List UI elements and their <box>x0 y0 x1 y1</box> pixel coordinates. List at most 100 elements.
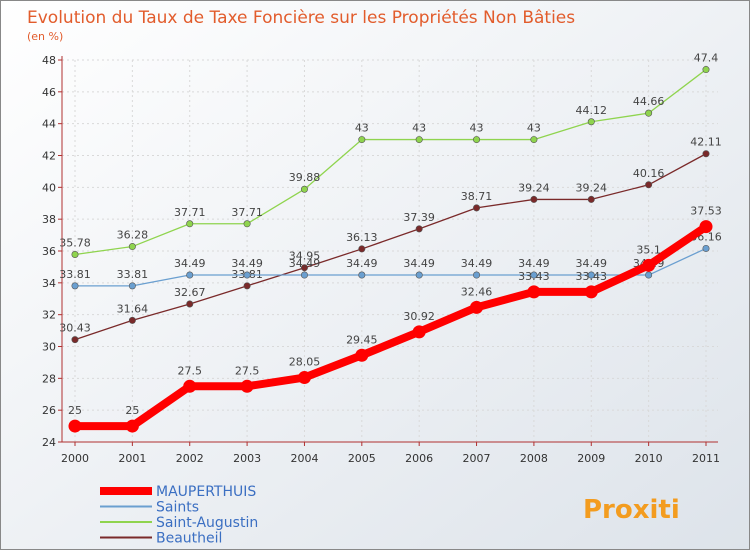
data-label: 25 <box>125 404 139 417</box>
y-tick-label: 32 <box>42 309 56 322</box>
data-label: 33.81 <box>117 268 149 281</box>
legend-label: Saints <box>156 500 199 516</box>
data-point <box>186 300 194 308</box>
data-point <box>473 136 481 144</box>
data-point <box>702 150 710 158</box>
x-tick-label: 2000 <box>61 452 89 465</box>
y-tick-label: 24 <box>42 436 56 449</box>
series-group: 30.43 31.64 32.67 33.81 34.95 36.13 37.39 38.71… <box>59 52 722 433</box>
data-label: 27.5 <box>235 364 260 377</box>
data-point <box>415 271 423 279</box>
data-label: 33.81 <box>59 268 91 281</box>
data-point <box>587 271 595 279</box>
x-tick-label: 2006 <box>405 452 433 465</box>
data-point <box>530 195 538 203</box>
x-tick-label: 2009 <box>577 452 605 465</box>
x-tick-label: 2008 <box>520 452 548 465</box>
series-line <box>74 153 707 341</box>
data-label: 31.64 <box>117 302 149 315</box>
data-point <box>186 220 194 228</box>
data-label: 30.92 <box>403 310 435 323</box>
data-label: 42.11 <box>690 136 722 149</box>
data-point <box>128 243 136 251</box>
proxiti-logo: Proxiti <box>583 495 680 525</box>
y-tick-label: 40 <box>42 181 56 194</box>
data-label: 39.88 <box>289 171 321 184</box>
data-point <box>71 282 79 290</box>
data-point <box>358 245 366 253</box>
data-label: 30.43 <box>59 322 91 335</box>
y-tick-label: 34 <box>42 277 56 290</box>
x-tick-label: 2007 <box>463 452 491 465</box>
x-tick-label: 2005 <box>348 452 376 465</box>
x-tick-label: 2003 <box>233 452 261 465</box>
data-label: 25 <box>68 404 82 417</box>
data-label: 38.71 <box>461 190 493 203</box>
data-point <box>645 109 653 117</box>
logo-text: Proxiti <box>583 495 680 525</box>
data-point <box>300 185 308 193</box>
data-point <box>297 371 311 385</box>
data-point <box>645 271 653 279</box>
data-label: 34.49 <box>231 257 263 270</box>
data-point <box>240 379 254 393</box>
data-label: 34.49 <box>289 257 321 270</box>
data-label: 34.49 <box>346 257 378 270</box>
data-point <box>243 282 251 290</box>
x-tick-label: 2002 <box>176 452 204 465</box>
data-label: 44.66 <box>633 95 665 108</box>
data-point <box>527 285 541 299</box>
data-label: 43 <box>355 122 369 135</box>
data-point <box>587 118 595 126</box>
data-point <box>300 264 308 272</box>
y-tick-label: 30 <box>42 341 56 354</box>
data-point <box>699 220 713 234</box>
x-tick-label: 2001 <box>118 452 146 465</box>
data-label: 43 <box>527 122 541 135</box>
data-label: 43 <box>470 122 484 135</box>
data-point <box>473 271 481 279</box>
data-point <box>645 181 653 189</box>
series-line <box>75 223 709 431</box>
data-point <box>584 285 598 299</box>
data-label: 34.49 <box>518 257 550 270</box>
data-point <box>68 419 82 433</box>
data-label: 35.1 <box>636 243 661 256</box>
data-label: 34.49 <box>576 257 608 270</box>
y-tick-label: 36 <box>42 245 56 258</box>
data-label: 27.5 <box>177 364 202 377</box>
data-label: 43 <box>412 122 426 135</box>
series-line <box>75 247 707 287</box>
data-point <box>412 325 426 339</box>
data-label: 33.43 <box>576 270 608 283</box>
series-saints: 33.81 33.81 34.49 34.49 34.49 34.49 34.49 34.49… <box>59 230 722 290</box>
x-tick-label: 2010 <box>635 452 663 465</box>
data-label: 34.49 <box>461 257 493 270</box>
data-point <box>358 136 366 144</box>
data-label: 37.71 <box>231 206 263 219</box>
y-tick-label: 26 <box>42 404 56 417</box>
y-tick-label: 44 <box>42 118 56 131</box>
data-point <box>530 271 538 279</box>
axes: 24 26 28 30 32 34 36 38 40 42 44 46 48 2000 2001 2002 20… <box>42 54 720 465</box>
data-label: 33.43 <box>518 270 550 283</box>
data-point <box>183 379 197 393</box>
data-label: 36.28 <box>117 229 149 242</box>
data-point <box>128 282 136 290</box>
data-label: 34.49 <box>174 257 206 270</box>
data-point <box>587 195 595 203</box>
data-point <box>415 225 423 233</box>
data-label: 36.13 <box>346 231 378 244</box>
y-tick-label: 38 <box>42 213 56 226</box>
chart-title: Evolution du Taux de Taxe Foncière sur l… <box>27 8 575 28</box>
data-point <box>358 271 366 279</box>
x-tick-label: 2004 <box>290 452 318 465</box>
series-mauperthuis: 25 25 27.5 27.5 28.05 29.45 30.92 32.46 33.43 33.… <box>68 205 722 433</box>
data-label: 37.53 <box>690 205 722 218</box>
data-label: 39.24 <box>518 181 550 194</box>
y-tick-label: 28 <box>42 372 56 385</box>
data-label: 29.45 <box>346 333 378 346</box>
data-point <box>243 220 251 228</box>
